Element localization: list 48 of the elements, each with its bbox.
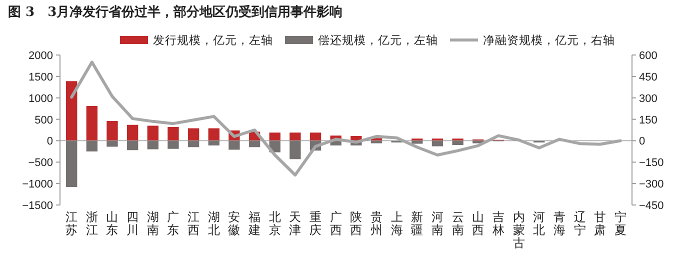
x-tick-label: 江苏 (66, 210, 78, 237)
x-tick-label: 吉林 (491, 210, 504, 237)
legend-label: 净融资规模，亿元，右轴 (483, 33, 615, 47)
x-tick-label: 福建 (248, 210, 261, 237)
y2-tick-label: −300 (639, 178, 664, 191)
x-tick-label: 浙江 (86, 210, 98, 237)
x-tick-label: 辽宁 (574, 210, 586, 237)
x-tick-label: 河南 (431, 210, 444, 237)
y-tick-label: 1500 (28, 71, 53, 84)
y2-tick-label: 150 (639, 114, 658, 126)
y2-tick-label: 300 (639, 92, 658, 105)
y2-tick-label: 450 (639, 71, 658, 84)
x-tick-label: 北京 (268, 210, 281, 237)
x-tick-label: 山东 (106, 210, 118, 237)
legend-label: 偿还规模，亿元，左轴 (318, 33, 438, 47)
chart-title: 图 3 3月净发行省份过半，部分地区仍受到信用事件影响 (8, 4, 343, 20)
y-tick-label: −500 (28, 157, 53, 170)
x-tick-label: 宁夏 (614, 210, 626, 237)
y-tick-label: −1500 (22, 200, 53, 212)
y2-tick-label: 600 (639, 50, 658, 62)
x-tick-label: 广东 (167, 210, 180, 237)
x-tick-label: 河北 (533, 210, 546, 237)
x-tick-label: 内蒙古 (512, 210, 525, 250)
y-tick-label: 2000 (28, 50, 53, 62)
x-tick-label: 天津 (289, 210, 302, 237)
x-tick-label: 新疆 (411, 210, 424, 237)
x-tick-label: 山西 (472, 210, 484, 237)
y2-tick-label: −450 (639, 200, 664, 212)
y-tick-label: 500 (34, 114, 53, 126)
x-tick-label: 陕西 (350, 210, 362, 237)
y2-tick-label: −150 (639, 157, 664, 170)
x-tick-label: 湖北 (208, 210, 220, 237)
y-tick-label: −1000 (22, 178, 53, 191)
y-tick-label: 1000 (28, 92, 53, 105)
y2-tick-label: 0 (639, 136, 646, 148)
x-tick-label: 四川 (126, 210, 139, 237)
x-tick-label: 上海 (390, 210, 403, 237)
x-tick-label: 安徽 (228, 210, 240, 237)
x-tick-label: 重庆 (310, 210, 322, 237)
x-tick-label: 湖南 (146, 210, 159, 237)
y-tick-label: 0 (46, 136, 53, 148)
legend-label: 发行规模，亿元，左轴 (153, 33, 273, 47)
x-tick-label: 甘肃 (594, 210, 606, 237)
x-tick-label: 云南 (452, 210, 464, 237)
x-tick-label: 江西 (188, 210, 200, 237)
x-tick-label: 贵州 (370, 210, 382, 237)
x-tick-label: 广西 (330, 210, 342, 237)
x-tick-label: 青海 (553, 210, 566, 237)
